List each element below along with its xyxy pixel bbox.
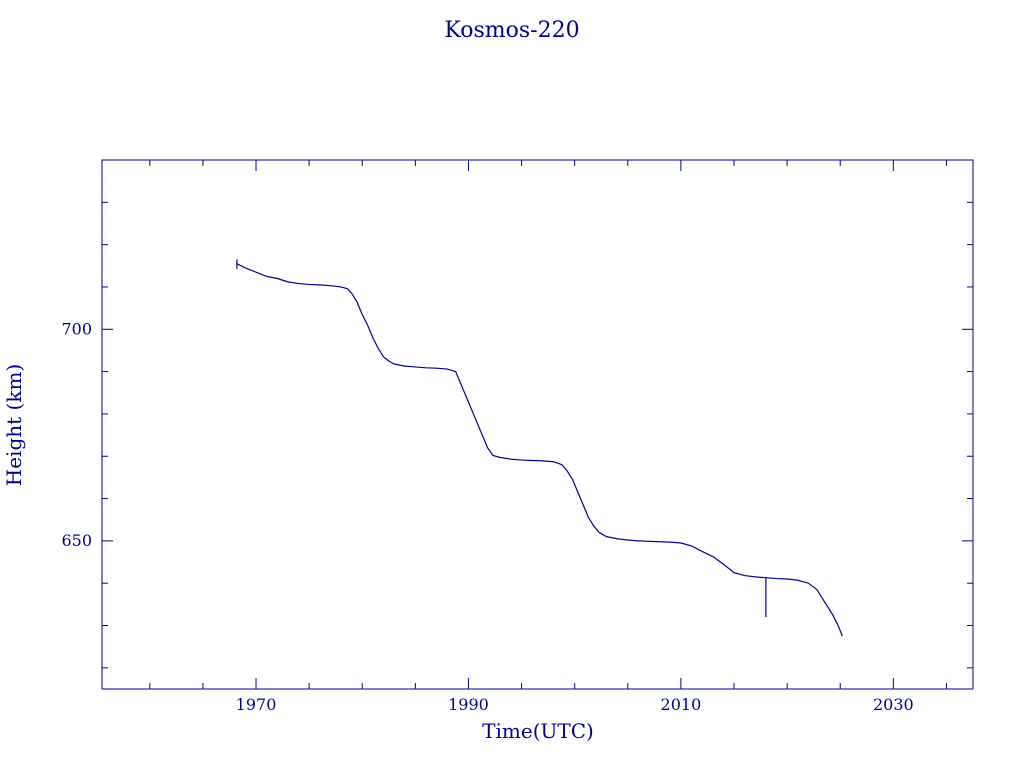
x-axis-label: Time(UTC)	[482, 719, 594, 743]
chart-title: Kosmos-220	[444, 18, 579, 43]
series-layer	[236, 259, 843, 637]
x-tick-label: 1970	[236, 695, 277, 714]
x-tick-label: 1990	[448, 695, 489, 714]
y-tick-label: 700	[61, 319, 92, 338]
plot-frame	[101, 159, 974, 690]
x-tick-label: 2010	[661, 695, 702, 714]
y-axis-label: Height (km)	[2, 364, 26, 486]
y-tick-label: 650	[61, 531, 92, 550]
tick-labels: 1970 1990 2010 2030 650 700	[61, 319, 913, 714]
height-series-line	[236, 263, 843, 637]
x-tick-label: 2030	[873, 695, 914, 714]
axis-ticks	[102, 160, 973, 689]
